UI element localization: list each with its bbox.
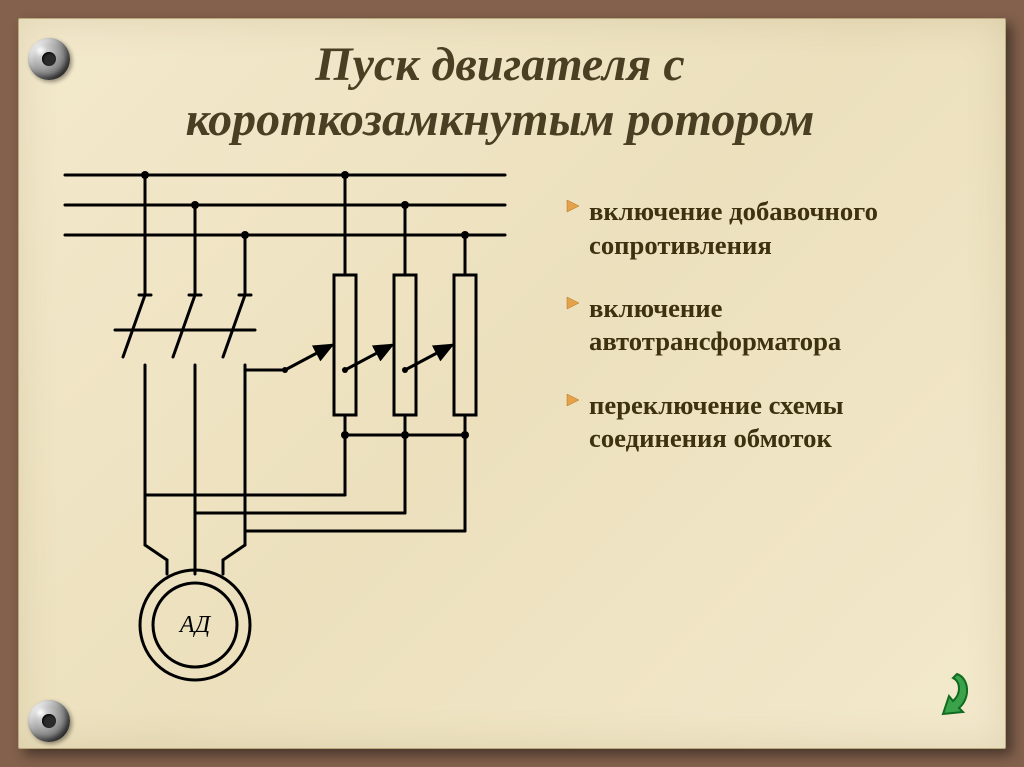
title-line1: Пуск двигателя с	[315, 38, 684, 91]
page-title: Пуск двигателя с короткозамкнутым роторо…	[35, 37, 965, 147]
bullet-text: включение добавочного сопротивления	[589, 195, 965, 262]
bullet-text: переключение схемы соединения обмоток	[589, 389, 965, 456]
binder-ring-bottom	[28, 700, 70, 742]
bullet-list: включение добавочного сопротивления включ…	[565, 195, 965, 485]
bullet-arrow-icon	[565, 295, 581, 311]
bullet-item: переключение схемы соединения обмоток	[565, 389, 965, 456]
content-area: Пуск двигателя с короткозамкнутым роторо…	[35, 37, 965, 742]
back-arrow-icon	[917, 664, 973, 720]
paper: Пуск двигателя с короткозамкнутым роторо…	[18, 18, 1006, 749]
bullet-item: включение добавочного сопротивления	[565, 195, 965, 262]
back-button[interactable]	[917, 664, 973, 720]
bullet-arrow-icon	[565, 198, 581, 214]
bullet-text: включение автотрансформатора	[589, 292, 965, 359]
circuit-svg: АД	[45, 165, 525, 685]
bullet-item: включение автотрансформатора	[565, 292, 965, 359]
bullet-arrow-icon	[565, 392, 581, 408]
title-line2: короткозамкнутым ротором	[186, 93, 815, 146]
binder-ring-top	[28, 38, 70, 80]
outer-frame: Пуск двигателя с короткозамкнутым роторо…	[0, 0, 1024, 767]
circuit-diagram: АД	[45, 165, 525, 690]
main-body: АД включение добавочного сопротивлениявк…	[35, 165, 965, 690]
motor-label: АД	[178, 612, 212, 638]
